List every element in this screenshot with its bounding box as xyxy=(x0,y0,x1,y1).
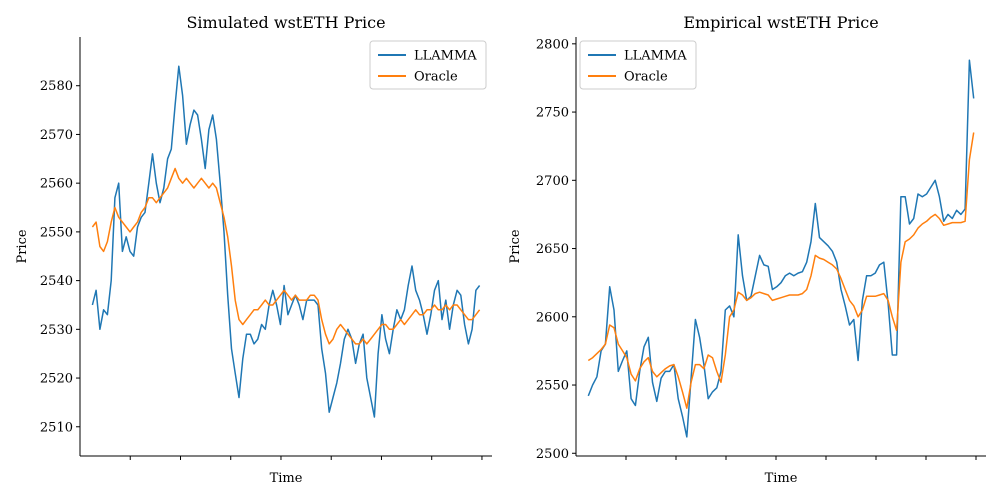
y-axis-label: Price xyxy=(15,229,30,263)
y-tick-label: 2500 xyxy=(536,447,569,462)
x-axis-ticks xyxy=(625,456,977,460)
series-line-llamma xyxy=(587,59,975,438)
y-axis-ticks: 2510 2520 2530 2540 2550 2560 2570 2580 xyxy=(40,79,80,435)
y-tick-label: 2530 xyxy=(40,323,73,338)
y-tick-label: 2550 xyxy=(536,379,569,394)
y-tick-label: 2650 xyxy=(536,242,569,257)
x-axis-ticks xyxy=(129,456,483,460)
series-lines xyxy=(91,65,481,418)
y-tick-label: 2750 xyxy=(536,106,569,121)
y-axis-label: Price xyxy=(508,229,523,263)
y-tick-label: 2580 xyxy=(40,79,73,94)
x-axis-label: Time xyxy=(270,471,303,486)
chart-title: Simulated wstETH Price xyxy=(186,13,385,32)
x-axis-label: Time xyxy=(765,471,798,486)
series-line-oracle xyxy=(587,132,975,409)
legend-label-oracle: Oracle xyxy=(624,70,668,85)
series-line-llamma xyxy=(91,65,481,418)
y-tick-label: 2550 xyxy=(40,225,73,240)
legend-label-oracle: Oracle xyxy=(414,70,458,85)
y-tick-label: 2600 xyxy=(536,310,569,325)
legend: LLAMMA Oracle xyxy=(369,40,487,90)
y-tick-label: 2520 xyxy=(40,372,73,387)
axis-spines xyxy=(79,37,492,457)
legend: LLAMMA Oracle xyxy=(579,40,697,90)
legend-label-llamma: LLAMMA xyxy=(414,49,477,64)
chart-title: Empirical wstETH Price xyxy=(683,13,878,32)
legend-label-llamma: LLAMMA xyxy=(624,49,687,64)
series-lines xyxy=(587,59,975,438)
y-tick-label: 2800 xyxy=(536,37,569,52)
y-tick-label: 2560 xyxy=(40,177,73,192)
y-tick-label: 2510 xyxy=(40,420,73,435)
series-line-oracle xyxy=(91,167,481,345)
simulated-price-chart: Simulated wstETH Price Time Price 251025… xyxy=(15,13,492,486)
y-tick-label: 2700 xyxy=(536,174,569,189)
y-tick-label: 2540 xyxy=(40,274,73,289)
y-tick-label: 2570 xyxy=(40,128,73,143)
y-axis-ticks: 2500 2550 2600 2650 2700 2750 2800 xyxy=(536,37,576,462)
axis-spines xyxy=(575,37,986,457)
empirical-price-chart: Empirical wstETH Price Time Price 250025… xyxy=(508,13,986,486)
